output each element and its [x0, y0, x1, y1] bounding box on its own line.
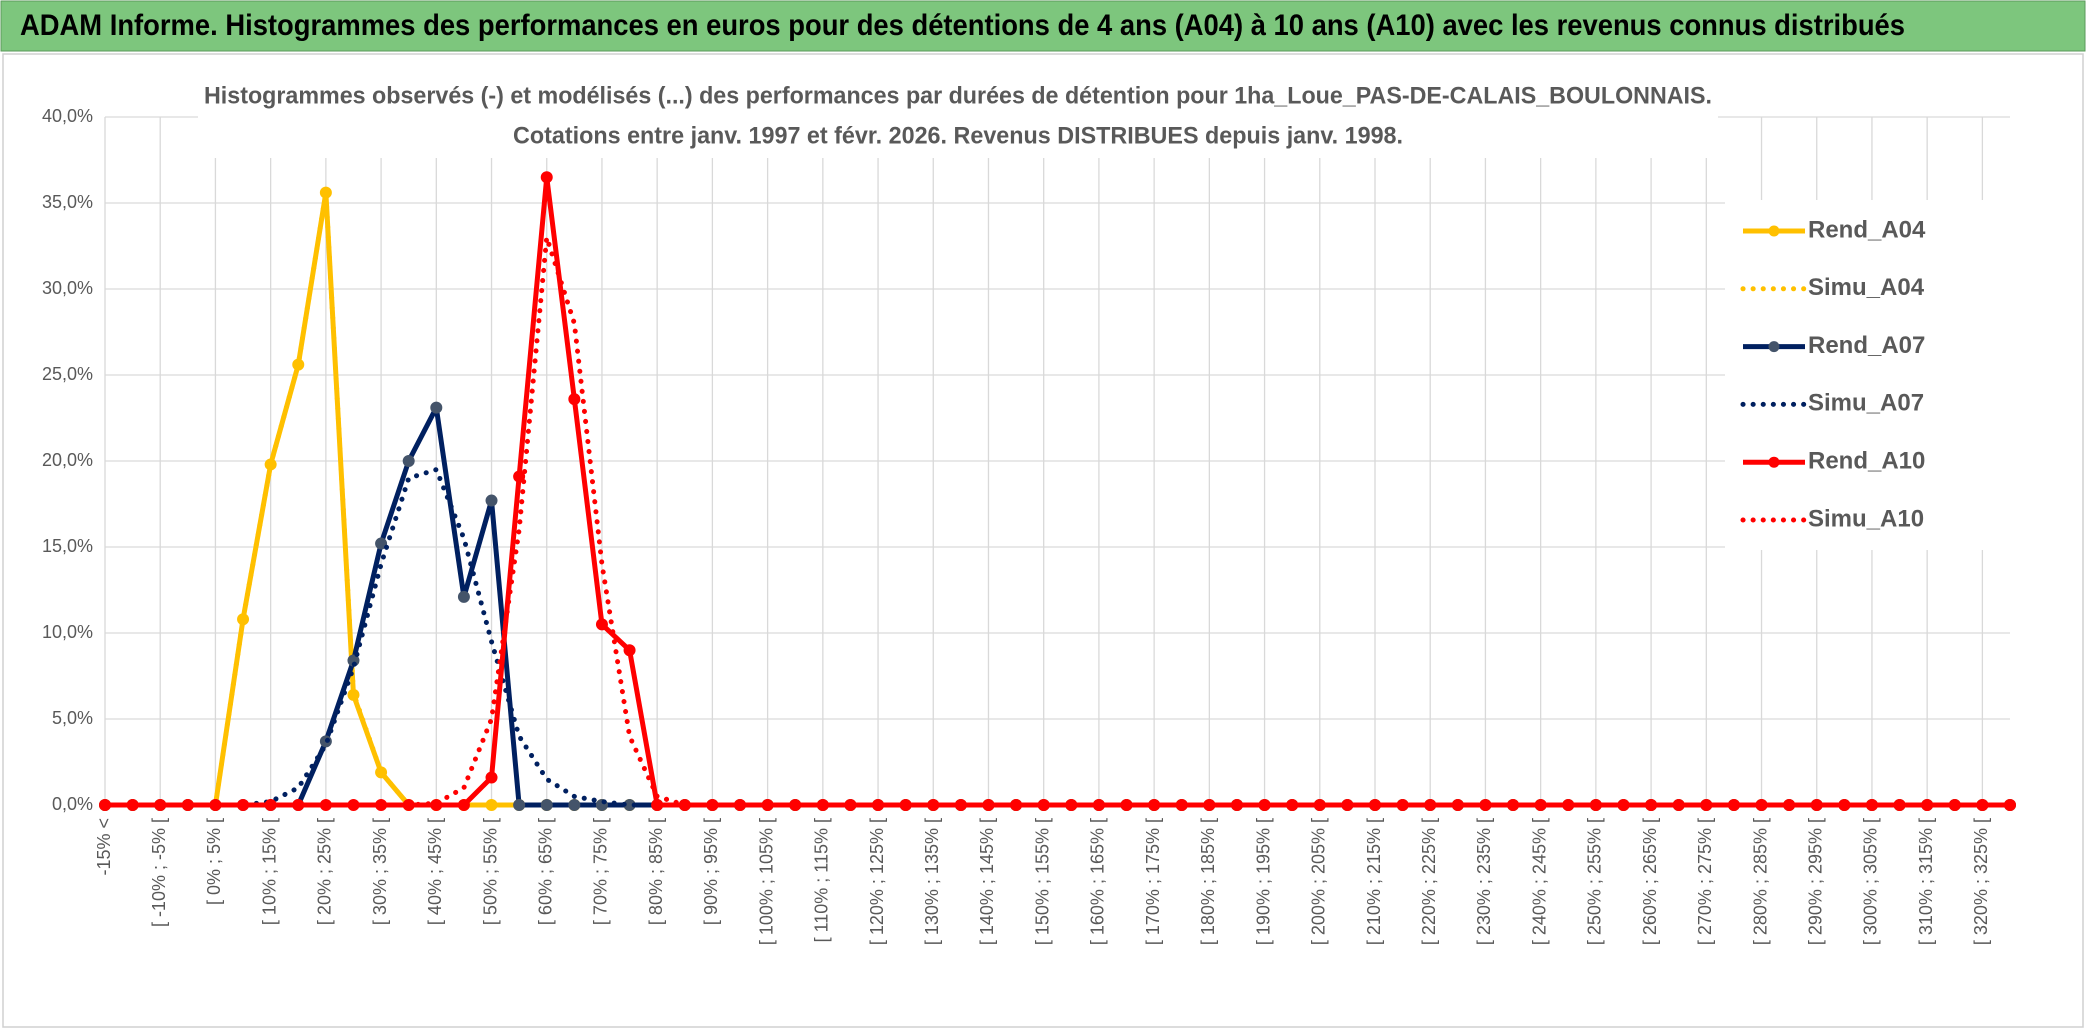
series-marker	[457, 799, 470, 811]
x-tick-label: [ 260% ; 265% [	[1640, 818, 1660, 945]
series-marker	[485, 494, 498, 507]
x-tick-label: [ 180% ; 185% [	[1198, 818, 1218, 945]
legend-marker	[1768, 225, 1780, 237]
y-tick-label: 15,0%	[42, 536, 93, 556]
legend-label: Simu_A10	[1808, 505, 1924, 532]
x-tick-label: [ 60% ; 65% [	[535, 818, 555, 925]
header-bar	[0, 0, 2086, 52]
x-tick-label: [ 100% ; 105% [	[756, 818, 776, 945]
x-tick-label: [ 270% ; 275% [	[1695, 818, 1715, 945]
y-tick-label: 25,0%	[42, 364, 93, 384]
x-tick-label: [ 10% ; 15% [	[259, 818, 279, 925]
x-tick-label: [ 150% ; 155% [	[1032, 818, 1052, 945]
series-marker	[568, 393, 581, 406]
x-tick-label: [ 80% ; 85% [	[646, 818, 666, 925]
series-marker	[457, 590, 470, 603]
series-marker	[375, 537, 388, 550]
header: ADAM Informe. Histogrammes des performan…	[20, 9, 1905, 42]
x-tick-label: [ 320% ; 325% [	[1971, 818, 1991, 945]
y-tick-label: 20,0%	[42, 450, 93, 470]
x-tick-label: [ 220% ; 225% [	[1419, 818, 1439, 945]
x-tick-label: [ 310% ; 315% [	[1916, 818, 1936, 945]
x-tick-label: [ 0% ; 5% [	[204, 818, 224, 905]
legend-box	[1725, 200, 2010, 550]
chart-subtitle: Cotations entre janv. 1997 et févr. 2026…	[513, 122, 1403, 149]
legend-marker	[1768, 341, 1780, 353]
series-marker	[568, 799, 581, 811]
plot	[99, 171, 2016, 811]
series-marker	[513, 470, 526, 483]
y-tick-label: 5,0%	[52, 708, 93, 728]
x-tick-label: [ 250% ; 255% [	[1585, 818, 1605, 945]
y-tick-label: 35,0%	[42, 192, 93, 212]
x-tick-label: [ 110% ; 115% [	[812, 818, 832, 942]
x-tick-label: [ 190% ; 195% [	[1253, 818, 1273, 945]
legend-label: Rend_A07	[1808, 332, 1925, 359]
x-tick-label: [ 200% ; 205% [	[1309, 818, 1329, 945]
series-marker	[540, 799, 553, 811]
title-box	[198, 76, 1718, 158]
series-marker	[651, 799, 664, 811]
x-tick-label: [ 90% ; 95% [	[701, 818, 721, 925]
series-marker	[623, 644, 636, 657]
x-tick-label: [ 130% ; 135% [	[922, 818, 942, 945]
x-tick-label: [ 210% ; 215% [	[1364, 818, 1384, 945]
x-tick-label: [ 120% ; 125% [	[867, 818, 887, 945]
x-tick-label: [ 20% ; 25% [	[315, 818, 335, 925]
x-tick-label: -15% <	[94, 818, 114, 876]
x-tick-label: [ 40% ; 45% [	[425, 818, 445, 925]
x-tick-label: [ 230% ; 235% [	[1474, 818, 1494, 945]
x-tick-label: [ 170% ; 175% [	[1143, 818, 1163, 945]
x-tick-label: [ 30% ; 35% [	[370, 818, 390, 925]
series-marker	[485, 771, 498, 784]
x-tick-label: [ 240% ; 245% [	[1529, 818, 1549, 945]
x-tick-label: [ 140% ; 145% [	[977, 818, 997, 945]
legend-marker	[1768, 456, 1780, 468]
axes: 0,0% 5,0% 10,0% 15,0% 20,0% 25,0% 30,0% 35,0% 40…	[42, 106, 1991, 945]
chart-frame	[2, 53, 2084, 1028]
legend: Rend_A04 Simu_A04 Rend_A07 Simu_A07 Rend_A10…	[1725, 200, 2010, 550]
x-tick-label: [ 70% ; 75% [	[591, 818, 611, 925]
x-tick-label: [ 290% ; 295% [	[1805, 818, 1825, 945]
x-tick-label: [ 160% ; 165% [	[1088, 818, 1108, 945]
x-tick-label: [ 50% ; 55% [	[480, 818, 500, 925]
series-marker	[513, 799, 526, 811]
legend-label: Rend_A10	[1808, 448, 1925, 475]
series-line	[102, 234, 2013, 808]
series-marker	[430, 401, 443, 414]
y-tick-label: 0,0%	[52, 794, 93, 814]
x-tick-label: [ -10% ; -5% [	[149, 818, 169, 927]
chart-title: Histogrammes observés (-) et modélisés (…	[204, 82, 1712, 109]
series-marker	[402, 455, 415, 467]
series-marker	[540, 171, 553, 184]
x-tick-label: [ 280% ; 285% [	[1750, 818, 1770, 945]
y-tick-label: 30,0%	[42, 278, 93, 298]
legend-label: Rend_A04	[1808, 216, 1926, 243]
legend-label: Simu_A04	[1808, 274, 1925, 301]
series-marker	[595, 618, 608, 631]
y-tick-label: 10,0%	[42, 622, 93, 642]
legend-label: Simu_A07	[1808, 390, 1924, 417]
y-tick-label: 40,0%	[42, 106, 93, 126]
x-tick-label: [ 300% ; 305% [	[1861, 818, 1881, 945]
